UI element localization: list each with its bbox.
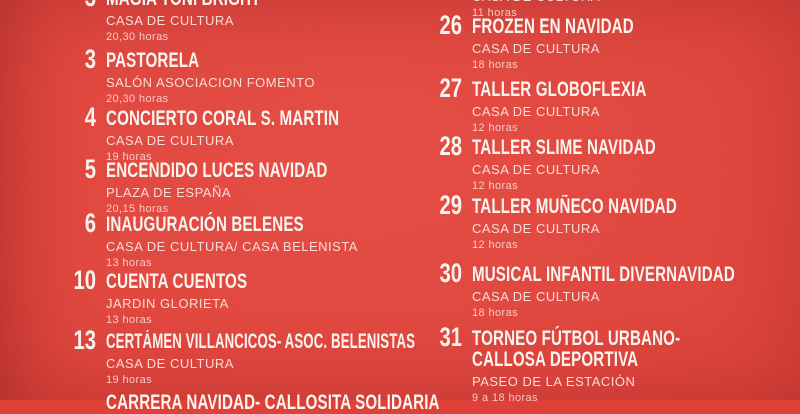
event-day: 5 bbox=[84, 154, 96, 184]
event-day: 28 bbox=[439, 131, 462, 161]
event-title: TORNEO FÚTBOL URBANO- CALLOSA DEPORTIVA bbox=[472, 327, 681, 371]
event-venue: CASA DE CULTURA bbox=[472, 0, 800, 4]
event-venue: CASA DE CULTURA bbox=[472, 162, 600, 177]
event-time: 18 horas bbox=[472, 307, 519, 319]
event-row: 27 TALLER GLOBOFLEXIA CASA DE CULTURA 12… bbox=[410, 75, 800, 135]
event-venue: CASA DE CULTURA bbox=[472, 41, 600, 56]
event-day: 26 bbox=[439, 10, 462, 40]
event-venue: CASA DE CULTURA bbox=[472, 104, 600, 119]
event-day: 6 bbox=[84, 208, 96, 238]
event-time: 12 horas bbox=[472, 239, 519, 251]
event-row: 31 TORNEO FÚTBOL URBANO- CALLOSA DEPORTI… bbox=[410, 324, 800, 405]
event-day: 13 bbox=[73, 325, 96, 355]
event-row: 28 TALLER SLIME NAVIDAD CASA DE CULTURA … bbox=[410, 133, 800, 193]
event-row: 29 TALLER MUÑECO NAVIDAD CASA DE CULTURA… bbox=[410, 192, 800, 252]
event-title: TALLER MUÑECO NAVIDAD bbox=[472, 195, 677, 218]
event-day: 27 bbox=[439, 73, 462, 103]
event-time: 9 a 18 horas bbox=[472, 392, 538, 404]
event-day: 30 bbox=[439, 258, 462, 288]
event-title: TALLER SLIME NAVIDAD bbox=[472, 136, 656, 159]
event-title: FROZEN EN NAVIDAD bbox=[472, 15, 634, 38]
event-day: 3 bbox=[44, 0, 96, 11]
event-day: 31 bbox=[439, 322, 462, 352]
event-title: TALLER GLOBOFLEXIA bbox=[472, 78, 647, 101]
event-row: 26 FROZEN EN NAVIDAD CASA DE CULTURA 18 … bbox=[410, 12, 800, 72]
event-day: 3 bbox=[84, 44, 96, 74]
event-time: 12 horas bbox=[472, 180, 519, 192]
event-time: 12 horas bbox=[472, 122, 519, 134]
event-time: 18 horas bbox=[472, 59, 519, 71]
event-venue: PASEO DE LA ESTACIÓN bbox=[472, 374, 636, 389]
event-day: 29 bbox=[439, 190, 462, 220]
event-row: 30 MUSICAL INFANTIL DIVERNAVIDAD CASA DE… bbox=[410, 260, 800, 320]
event-title: MUSICAL INFANTIL DIVERNAVIDAD bbox=[472, 263, 735, 286]
event-day: 10 bbox=[73, 265, 96, 295]
event-day: 4 bbox=[84, 102, 96, 132]
event-venue: CASA DE CULTURA bbox=[472, 221, 600, 236]
event-venue: CASA DE CULTURA bbox=[472, 289, 600, 304]
